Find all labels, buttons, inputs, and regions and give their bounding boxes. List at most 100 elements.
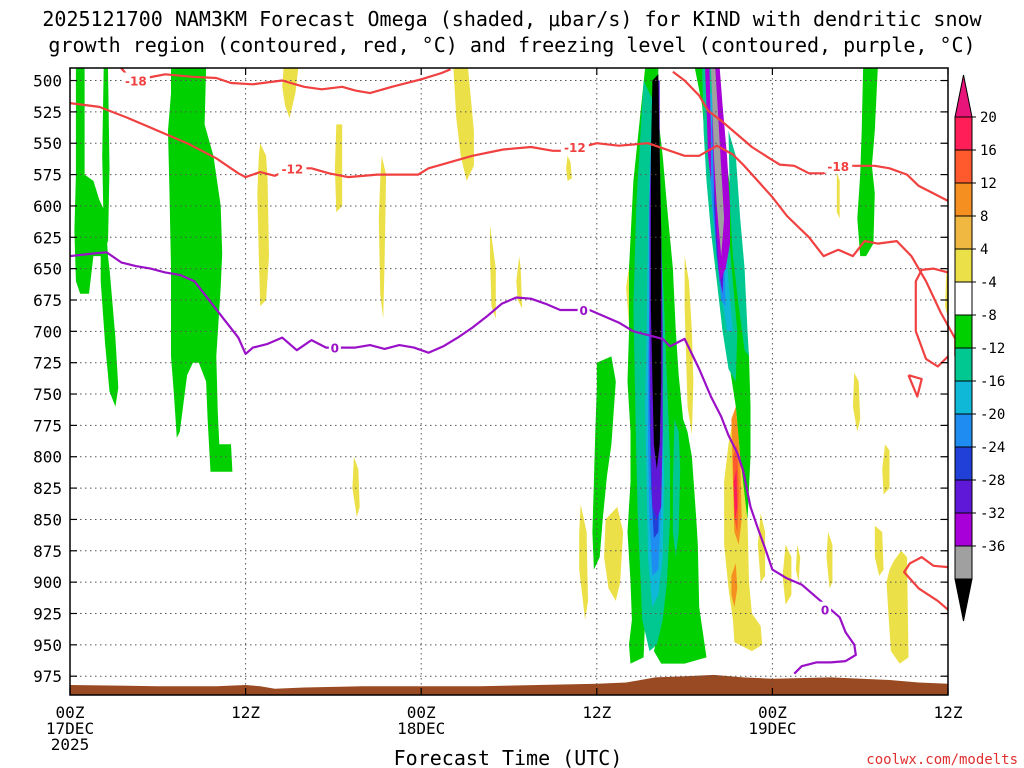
contour-label-bg (819, 601, 832, 617)
omega-region-4 (282, 68, 299, 119)
x-tick-label: 00Z (758, 703, 787, 722)
terrain-profile (70, 674, 948, 695)
omega-region-29 (852, 372, 861, 432)
omega-region-15 (579, 504, 588, 620)
y-tick-label: 800 (33, 448, 62, 467)
x-tick-label: 12Z (231, 703, 260, 722)
omega-region-3 (168, 68, 233, 472)
colorbar-swatch (954, 248, 973, 283)
colorbar-swatch (954, 380, 973, 415)
contour-label: -18 (125, 75, 147, 89)
contour-label: 0 (331, 342, 339, 356)
omega-region-12 (566, 155, 572, 181)
omega-region-53 (672, 419, 681, 558)
y-tick-label: 700 (33, 322, 62, 341)
omega-region-34 (857, 68, 878, 257)
omega-region-20 (684, 256, 694, 435)
colorbar-label: 4 (980, 242, 988, 258)
x-tick-label: 00Z (407, 703, 436, 722)
contour-labels: -18 -12 -12 -18 0 0 0 (121, 72, 853, 618)
y-tick-label: 650 (33, 260, 62, 279)
x-tick-label: 12Z (582, 703, 611, 722)
omega-region-52 (728, 130, 749, 357)
y-tick-label: 925 (33, 604, 62, 623)
y-tick-label: 675 (33, 291, 62, 310)
snow-growth-line-4 (914, 267, 949, 368)
x-tick-label: 2025 (51, 735, 90, 754)
omega-region-35 (592, 356, 616, 570)
omega-region-1 (102, 68, 110, 244)
y-tick-label: 750 (33, 385, 62, 404)
title-line-2: growth region (contoured, red, °C) and f… (48, 33, 975, 57)
omega-region-25 (795, 544, 801, 583)
chart-title: 2025121700 NAM3KM Forecast Omega (shaded… (42, 7, 982, 57)
omega-region-50 (705, 68, 711, 181)
colorbar-label: -4 (980, 275, 997, 291)
colorbar-label: 16 (980, 143, 997, 159)
omega-region-5 (257, 143, 269, 307)
contour-label-bg (328, 339, 341, 355)
grid-lines (70, 68, 948, 695)
colorbar-swatch (954, 182, 973, 217)
omega-region-16 (604, 506, 624, 601)
y-tick-label: 875 (33, 542, 62, 561)
colorbar-top-arrow (954, 74, 973, 118)
y-tick-label: 900 (33, 573, 62, 592)
omega-region-24 (782, 544, 792, 605)
colorbar-label: -24 (980, 440, 1005, 456)
omega-region-57 (741, 569, 747, 614)
colorbar-swatch (954, 545, 973, 580)
contour-label: -12 (564, 141, 586, 155)
omega-region-28 (836, 172, 840, 219)
contour-label: -18 (827, 160, 849, 174)
y-tick-label: 975 (33, 667, 62, 686)
colorbar-bottom-arrow (954, 578, 973, 622)
x-tick-label: 19DEC (748, 719, 796, 738)
y-tick-label: 525 (33, 103, 62, 122)
terrain-area (70, 674, 948, 695)
y-tick-label: 600 (33, 197, 62, 216)
y-tick-label: 825 (33, 479, 62, 498)
omega-region-10 (516, 256, 523, 309)
colorbar-swatch (954, 347, 973, 382)
y-tick-label: 950 (33, 636, 62, 655)
omega-region-11 (352, 456, 360, 517)
x-axis-title: Forecast Time (UTC) (394, 746, 623, 768)
omega-region-32 (882, 444, 890, 495)
contour-label: 0 (579, 304, 587, 318)
contour-label-bg (278, 160, 307, 176)
colorbar-swatch (954, 116, 973, 151)
colorbar-swatch (954, 446, 973, 481)
y-tick-label: 775 (33, 416, 62, 435)
snow-growth-line-3 (907, 374, 923, 398)
x-tick-label: 12Z (934, 703, 963, 722)
colorbar-swatch (954, 215, 973, 250)
y-tick-label: 500 (33, 72, 62, 91)
colorbar-label: 12 (980, 176, 997, 192)
contour-label: -12 (282, 162, 304, 176)
colorbar-label: 8 (980, 209, 988, 225)
omega-region-9 (490, 224, 496, 319)
colorbar-swatch (954, 479, 973, 514)
colorbar: 20 16 12 8 4 -4 -8 -12 -16 -20 -24 -28 -32 -36 (954, 74, 1005, 622)
colorbar-label: 20 (980, 110, 997, 126)
freezing-level-line (69, 251, 857, 675)
colorbar-swatch (954, 314, 973, 349)
contour-label-bg (560, 139, 589, 155)
y-tick-label: 725 (33, 354, 62, 373)
omega-region-6 (334, 124, 343, 213)
colorbar-label: -20 (980, 407, 1005, 423)
colorbar-swatch (954, 149, 973, 184)
colorbar-label: -12 (980, 341, 1005, 357)
colorbar-label: -28 (980, 473, 1005, 489)
colorbar-label: -16 (980, 374, 1005, 390)
x-tick-label: 17DEC (46, 719, 94, 738)
colorbar-label: -32 (980, 506, 1005, 522)
y-tick-label: 550 (33, 134, 62, 153)
omega-region-58 (731, 563, 738, 608)
snow-growth-line-2 (672, 70, 949, 202)
omega-region-27 (826, 532, 833, 589)
x-tick-label: 00Z (56, 703, 85, 722)
